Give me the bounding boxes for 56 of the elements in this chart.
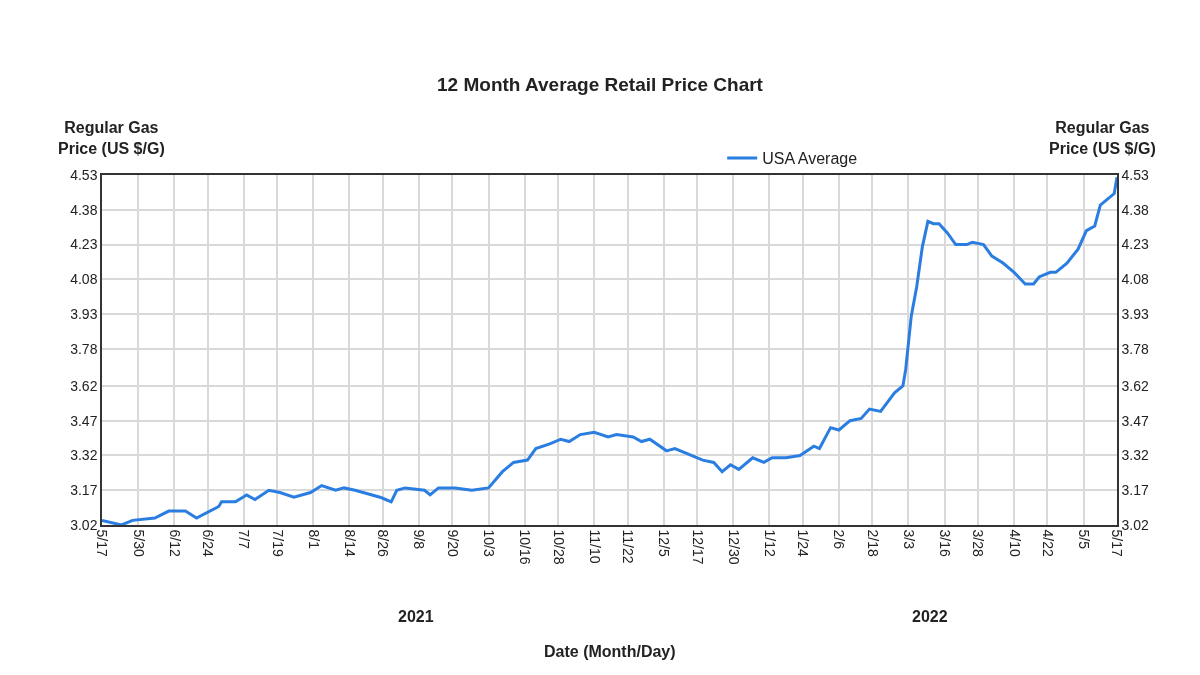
x-tick-label: 12/30: [725, 529, 742, 565]
y2-tick-label: 3.17: [1121, 482, 1150, 499]
x-tick-label: 3/28: [970, 529, 987, 558]
y2-tick-label: 3.78: [1121, 340, 1150, 357]
x-tick-label: 5/30: [130, 529, 147, 558]
y2-axis-title: Regular Gas Price (US $/G): [1049, 119, 1156, 157]
x-tick-label: 11/22: [620, 529, 637, 564]
y-tick-label: 3.17: [70, 482, 98, 499]
y-tick-label: 3.78: [70, 340, 98, 357]
x-axis-title: Date (Month/Day): [544, 643, 676, 660]
legend-label: USA Average: [762, 150, 858, 168]
y2-tick-label: 4.08: [1121, 271, 1150, 288]
text: 2022: [912, 608, 948, 625]
x-tick-label: 9/8: [411, 529, 428, 550]
line-series: [102, 175, 1117, 525]
x-tick-label: 3/3: [900, 529, 917, 550]
x-tick-label: 6/24: [200, 529, 217, 558]
y2-tick-label: 4.38: [1121, 201, 1150, 218]
x-tick-label: 4/10: [1006, 529, 1023, 558]
y-tick-label: 4.38: [70, 201, 98, 218]
x-tick-label: 12/5: [656, 529, 673, 558]
y-tick-label: 3.93: [70, 305, 98, 322]
x-tick-label: 1/24: [795, 529, 812, 558]
x-tick-label: 9/20: [444, 529, 461, 558]
y2-tick-label: 3.62: [1121, 377, 1150, 394]
y-tick-label: 3.62: [70, 377, 98, 394]
x-tick-label: 4/22: [1039, 529, 1056, 558]
y2-tick-label: 3.32: [1121, 447, 1150, 464]
y2-tick-label: 3.47: [1121, 412, 1150, 429]
x-tick-label: 12/17: [689, 529, 706, 565]
y2-tick-label: 3.93: [1121, 305, 1150, 322]
x-tick-label: 7/19: [269, 529, 286, 558]
x-tick-label: 8/26: [375, 529, 392, 558]
y-tick-label: 3.32: [70, 447, 98, 464]
y-axis-title: Regular Gas Price (US $/G): [58, 119, 165, 157]
x-tick-label: 2/6: [831, 529, 848, 550]
x-tick-label: 5/5: [1076, 529, 1093, 550]
y2-tick-label: 4.53: [1121, 166, 1150, 183]
y-tick-label: 4.08: [70, 271, 98, 288]
text: 2021: [398, 608, 434, 625]
x-tick-label: 8/14: [341, 529, 358, 558]
x-tick-label: 10/16: [517, 529, 534, 565]
y-tick-label: 4.53: [70, 166, 98, 183]
x-tick-label: 11/10: [586, 529, 603, 564]
x-tick-label: 10/28: [550, 529, 567, 565]
x-tick-label: 2/18: [864, 529, 881, 558]
x-tick-label: 3/16: [937, 529, 954, 558]
x-tick-label: 8/1: [305, 529, 322, 550]
x-tick-label: 7/7: [236, 529, 253, 550]
chart-title: 12 Month Average Retail Price Chart: [437, 74, 764, 96]
y2-tick-label: 4.23: [1121, 236, 1150, 253]
x-tick-label: 10/3: [480, 529, 497, 558]
y-tick-label: 3.47: [70, 412, 98, 429]
x-tick-label: 1/12: [761, 529, 778, 558]
y-tick-label: 4.23: [70, 236, 98, 253]
x-tick-label: 6/12: [166, 529, 183, 558]
